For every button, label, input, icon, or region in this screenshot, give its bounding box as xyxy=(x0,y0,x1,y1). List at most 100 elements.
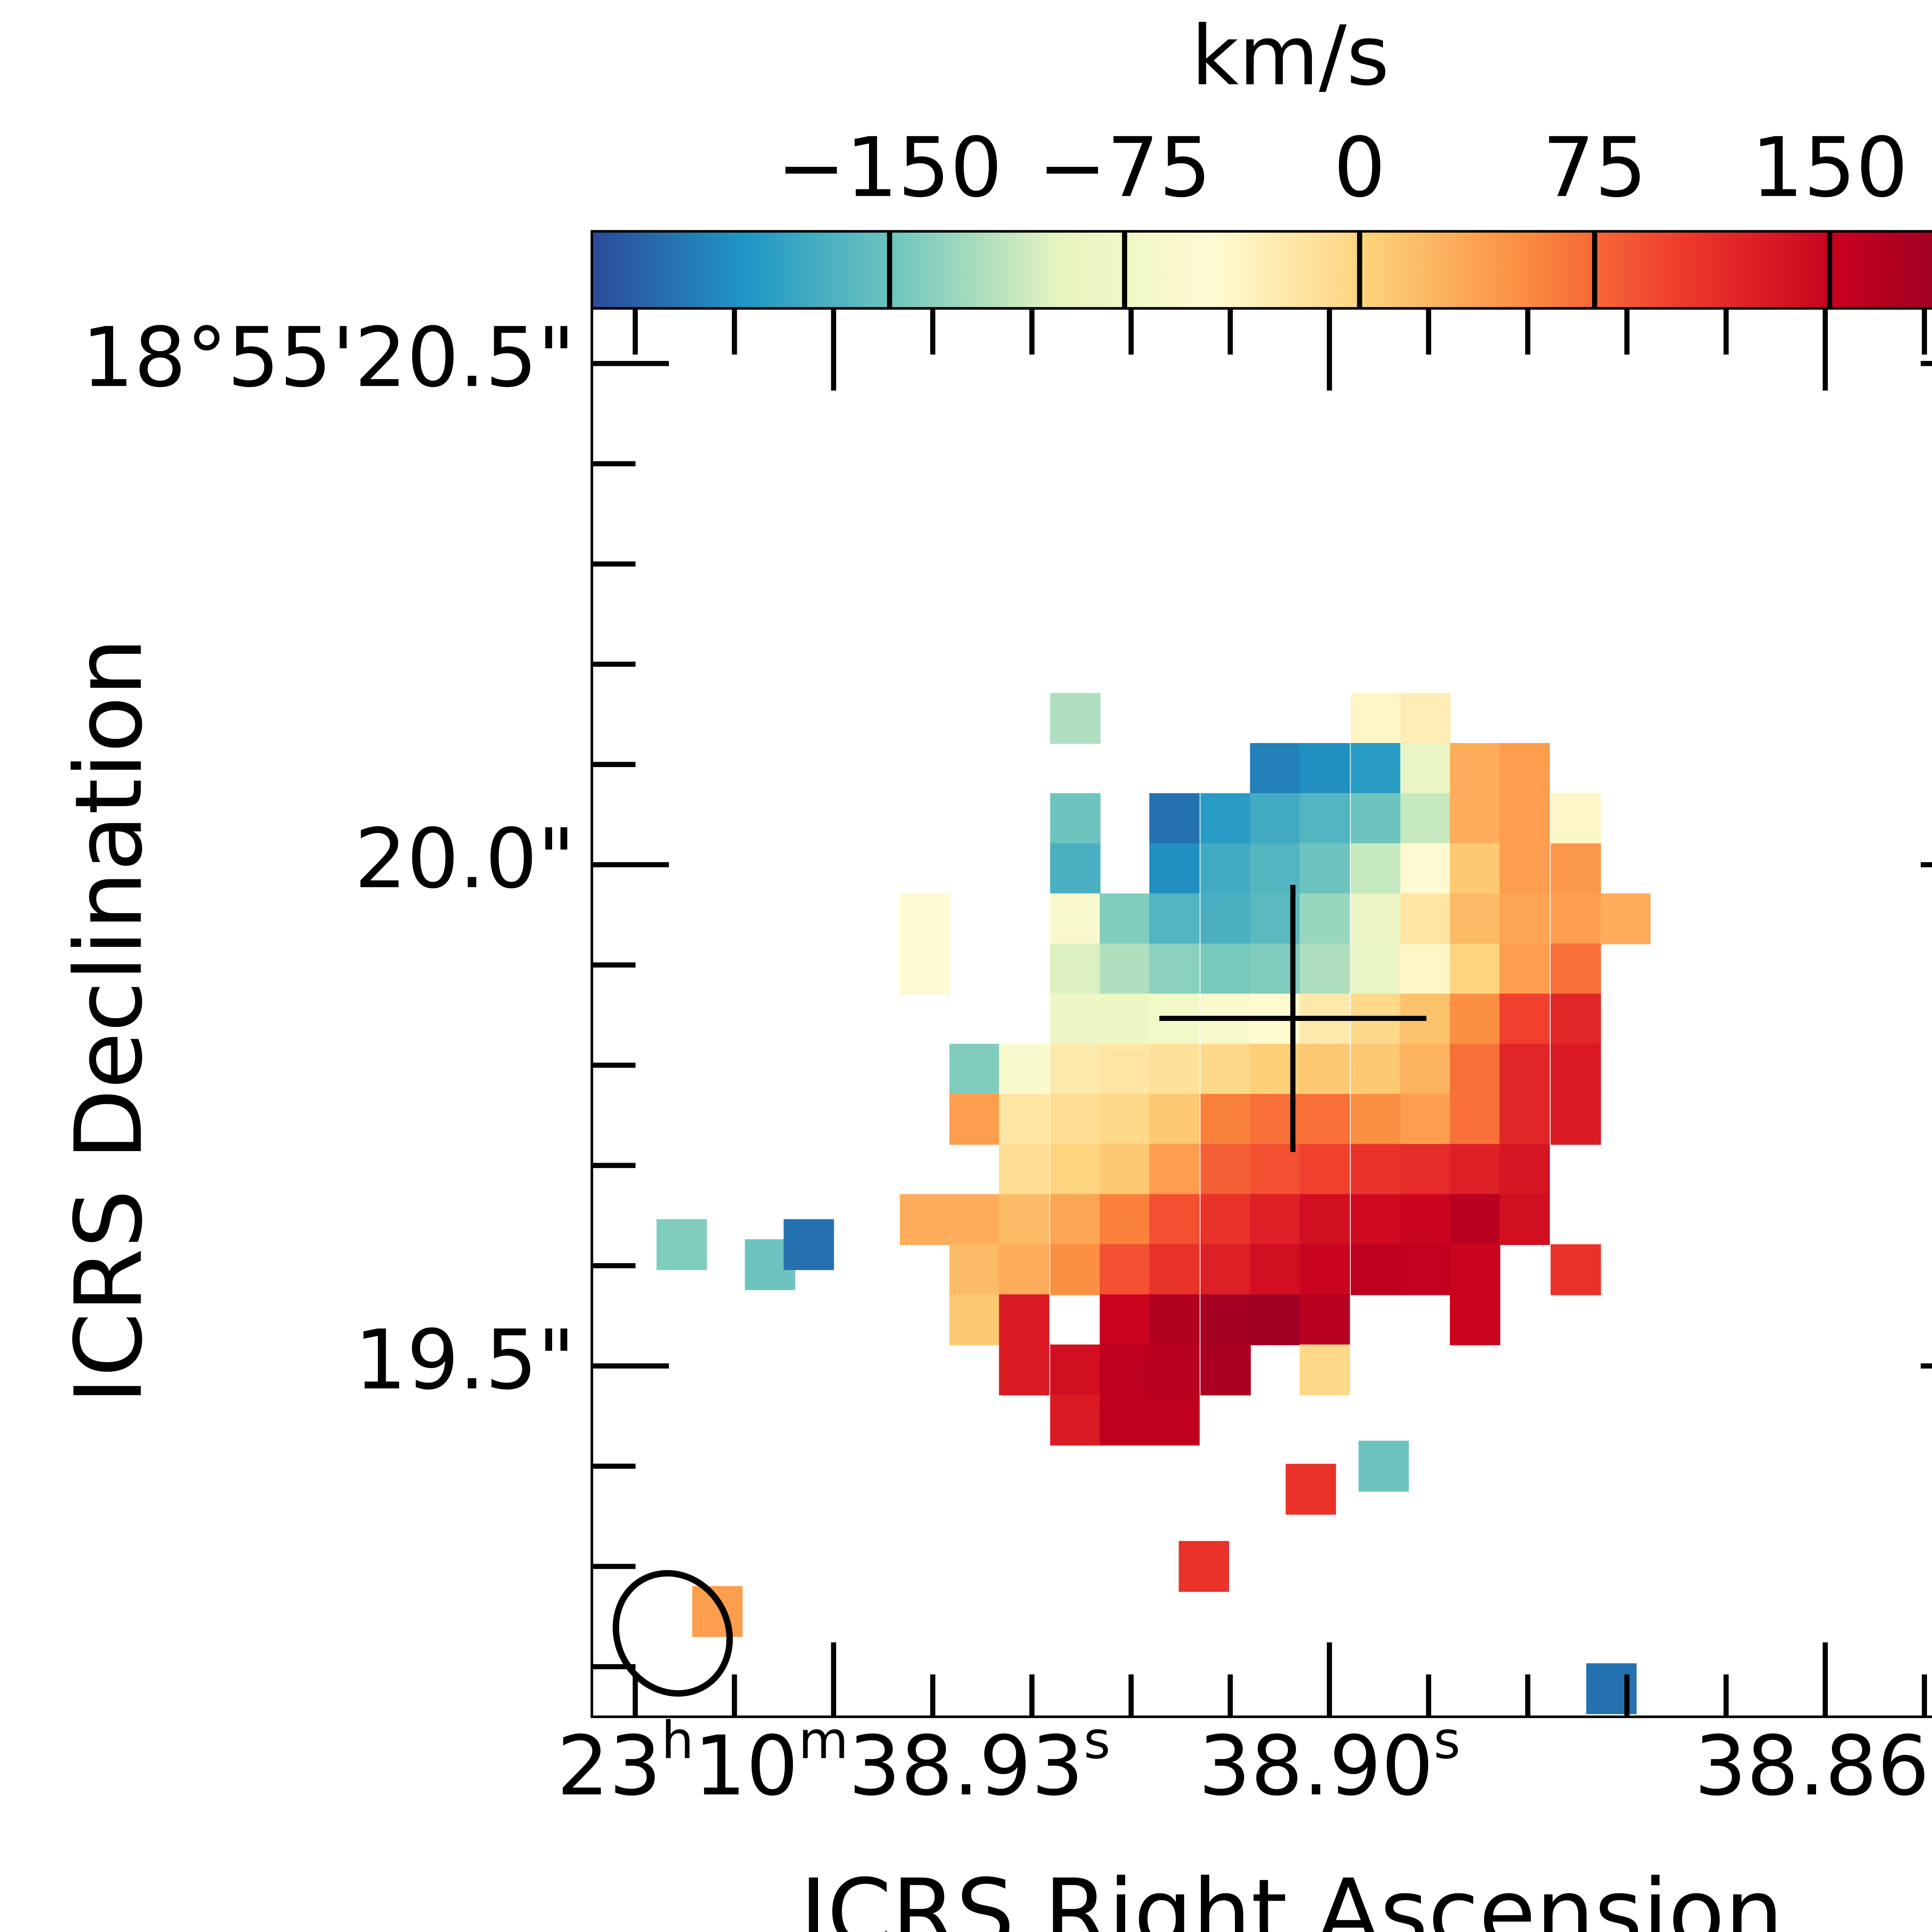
map-cell xyxy=(656,1219,707,1270)
map-cell xyxy=(1400,943,1451,995)
map-cell xyxy=(1299,1044,1350,1095)
map-cell xyxy=(1499,1144,1550,1195)
colorbar-tick-label: 75 xyxy=(1543,120,1647,216)
map-cell xyxy=(1350,1194,1401,1245)
map-cell xyxy=(999,1294,1049,1345)
map-cell xyxy=(1550,793,1601,844)
map-cell xyxy=(999,1194,1049,1245)
map-cell xyxy=(1100,1344,1150,1396)
map-cell xyxy=(1250,1244,1301,1295)
map-cell xyxy=(1499,1194,1550,1245)
colorbar xyxy=(590,230,1932,310)
map-cell xyxy=(1299,1244,1350,1295)
map-cell xyxy=(1350,893,1401,944)
map-cell xyxy=(1149,1094,1200,1145)
map-cell xyxy=(1299,793,1350,844)
colorbar-tick-label: 150 xyxy=(1751,120,1908,216)
x-tick-label-part: m xyxy=(798,1711,848,1770)
map-cell xyxy=(1400,1244,1451,1295)
map-cell xyxy=(1400,1044,1451,1095)
map-cell xyxy=(1050,1395,1101,1446)
map-cell xyxy=(1299,1194,1350,1245)
y-axis-title: ICRS Declination xyxy=(55,638,163,1404)
map-cell xyxy=(999,1094,1049,1145)
map-cell xyxy=(1400,743,1451,794)
map-cell xyxy=(1299,1144,1350,1195)
map-cell xyxy=(1100,1094,1150,1145)
map-cell xyxy=(1450,1244,1500,1295)
map-cell xyxy=(1400,893,1451,944)
map-cell xyxy=(1100,893,1150,944)
x-tick-label-part: 38.93 xyxy=(849,1719,1084,1814)
map-cell xyxy=(1499,1094,1550,1145)
map-cell xyxy=(1200,1244,1251,1295)
map-cell xyxy=(1299,1344,1350,1396)
map-cell xyxy=(1050,1044,1101,1095)
map-cell xyxy=(1149,1044,1200,1095)
map-cell xyxy=(1299,893,1350,944)
map-cell xyxy=(1050,893,1101,944)
map-cell xyxy=(1400,693,1451,744)
map-cell xyxy=(1450,943,1500,995)
map-cell xyxy=(999,1044,1049,1095)
map-cell xyxy=(1350,1094,1401,1145)
map-cell xyxy=(1050,1144,1101,1195)
map-cell xyxy=(1050,693,1101,744)
map-cell xyxy=(1050,943,1101,995)
map-cell xyxy=(1350,1244,1401,1295)
map-cell xyxy=(1450,1194,1500,1245)
map-cell xyxy=(1050,1244,1101,1295)
x-tick-label-part: 23 xyxy=(557,1719,662,1814)
map-cell xyxy=(949,1044,1000,1095)
map-cell xyxy=(1149,893,1200,944)
map-cell xyxy=(1149,1395,1200,1446)
map-cell xyxy=(1149,843,1200,895)
beam xyxy=(612,1570,733,1697)
map-cell xyxy=(949,1194,1000,1245)
map-cell xyxy=(1550,1244,1601,1295)
map-cell xyxy=(1350,843,1401,895)
map-cell xyxy=(1149,1294,1200,1345)
map-cell xyxy=(1200,1144,1251,1195)
map-cell xyxy=(1550,843,1601,895)
colorbar-label: km/s xyxy=(1191,9,1389,104)
map-cell xyxy=(1100,943,1150,995)
map-cell xyxy=(1100,1294,1150,1345)
map-cell xyxy=(1200,843,1251,895)
map-cell xyxy=(692,1586,743,1637)
map-cell xyxy=(1400,843,1451,895)
colorbar-tick-label: −75 xyxy=(1038,120,1211,216)
x-tick-label-part: h xyxy=(661,1711,694,1770)
map-cell xyxy=(1100,993,1150,1045)
map-cell xyxy=(1179,1541,1229,1592)
map-cell xyxy=(1149,1194,1200,1245)
y-tick-label: 19.5" xyxy=(354,1313,575,1408)
map-cell xyxy=(1286,1464,1336,1515)
map-cell xyxy=(1250,1144,1301,1195)
x-tick-label: 23h10m38.93s xyxy=(557,1711,1111,1814)
map-cell xyxy=(1149,1344,1200,1396)
map-cell xyxy=(1299,943,1350,995)
map-cell xyxy=(949,1244,1000,1295)
map-cell xyxy=(1450,1044,1500,1095)
map-cell xyxy=(1149,943,1200,995)
x-tick-label-part: s xyxy=(1930,1711,1932,1770)
map-cell xyxy=(1200,1094,1251,1145)
map-cell xyxy=(1149,1244,1200,1295)
map-cell xyxy=(1100,1244,1150,1295)
map-cell xyxy=(1450,893,1500,944)
colorbar-tick-label: 0 xyxy=(1333,120,1386,216)
map-cell xyxy=(999,1244,1049,1295)
map-cell xyxy=(1050,843,1101,895)
map-cell xyxy=(1499,743,1550,794)
map-cell xyxy=(1600,893,1651,944)
colorbar-tick-label: −150 xyxy=(777,120,1002,216)
map-cell xyxy=(1200,943,1251,995)
map-cell xyxy=(1200,1294,1251,1345)
x-tick-label-part: 38.90 xyxy=(1199,1719,1434,1814)
y-tick-label: 20.0" xyxy=(354,811,575,907)
map-cell xyxy=(1100,1194,1150,1245)
map-cell xyxy=(1350,1044,1401,1095)
